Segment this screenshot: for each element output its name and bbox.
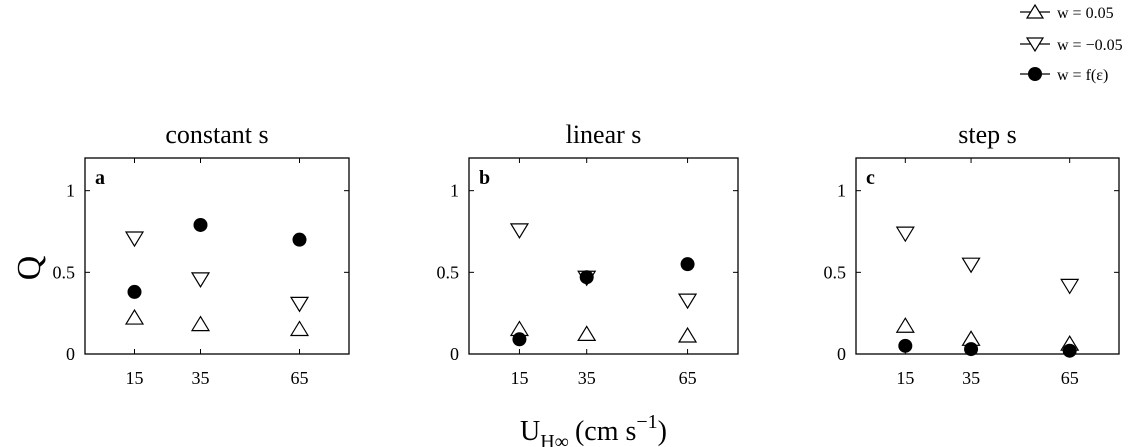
- x-axis-label-main: U: [520, 416, 540, 447]
- legend-label: w = f(ε): [1057, 67, 1108, 84]
- x-axis-label-superscript: −1: [636, 411, 657, 433]
- legend-entry-circle-filled: w = f(ε): [1020, 67, 1108, 84]
- x-tick-label: 15: [510, 368, 528, 388]
- point-circle-filled: [579, 270, 594, 285]
- panel-title: constant s: [165, 120, 268, 149]
- panel-a: constant s a 15 35 65 0 0.5 1: [53, 120, 350, 388]
- y-tick-label: 1: [450, 181, 459, 201]
- point-circle-filled: [898, 338, 913, 353]
- x-tick-label: 35: [962, 368, 980, 388]
- x-tick-label: 65: [679, 368, 697, 388]
- point-triangle-down: [289, 296, 310, 313]
- panel-letter: a: [95, 167, 105, 189]
- x-axis-label-close: ): [658, 416, 667, 447]
- y-tick-label: 0.5: [53, 262, 76, 282]
- legend-entry-triangle-up: w = 0.05: [1020, 3, 1114, 22]
- x-tick-label: 65: [291, 368, 309, 388]
- point-triangle-down: [1060, 278, 1080, 295]
- legend: w = 0.05 w = −0.05 w = f(ε): [1020, 3, 1123, 84]
- x-tick-label: 35: [192, 368, 210, 388]
- y-tick-label: 1: [837, 181, 846, 201]
- point-triangle-up: [577, 325, 597, 341]
- y-tick-label: 0.5: [437, 262, 460, 282]
- point-circle-filled: [292, 232, 307, 247]
- legend-marker-circle-filled: [1028, 67, 1042, 81]
- panel-title: linear s: [566, 120, 642, 149]
- point-triangle-down: [124, 231, 145, 248]
- panels: constant s a 15 35 65 0 0.5 1 linear s b 15 35 65 0 0.…: [53, 120, 1120, 388]
- y-tick-label: 1: [66, 181, 75, 201]
- point-triangle-up: [895, 317, 915, 333]
- plot-frame: [84, 157, 350, 355]
- panel-letter: b: [479, 167, 490, 189]
- panel-c: step s c 15 35 65 0 0.5 1: [824, 120, 1120, 388]
- point-circle-filled: [193, 217, 208, 232]
- point-circle-filled: [680, 257, 695, 272]
- legend-marker-triangle-down: [1025, 37, 1045, 53]
- legend-marker-triangle-up: [1025, 3, 1045, 19]
- point-circle-filled: [964, 342, 979, 357]
- legend-label: w = 0.05: [1057, 5, 1114, 22]
- panel-letter: c: [866, 167, 875, 189]
- point-circle-filled: [127, 284, 142, 299]
- y-tick-label: 0: [66, 344, 75, 364]
- point-triangle-down: [895, 226, 915, 243]
- point-triangle-down: [677, 293, 698, 310]
- x-axis-label-subscript: H∞: [540, 431, 569, 447]
- x-axis-label-unit: (cm s: [575, 416, 636, 447]
- x-tick-label: 35: [578, 368, 596, 388]
- x-axis-label: UH∞ (cm s−1): [520, 411, 667, 447]
- point-circle-filled: [1062, 343, 1077, 358]
- legend-entry-triangle-down: w = −0.05: [1020, 37, 1123, 54]
- plot-frame: [855, 157, 1120, 355]
- panel-b: linear s b 15 35 65 0 0.5 1: [437, 120, 739, 388]
- legend-label: w = −0.05: [1057, 37, 1123, 54]
- x-tick-label: 15: [896, 368, 914, 388]
- point-triangle-down: [961, 257, 981, 274]
- point-triangle-up: [677, 326, 698, 343]
- point-circle-filled: [512, 332, 527, 347]
- point-triangle-down: [509, 223, 530, 240]
- x-tick-label: 15: [126, 368, 144, 388]
- y-tick-label: 0: [837, 344, 846, 364]
- point-triangle-down: [190, 272, 211, 289]
- point-triangle-up: [289, 320, 310, 337]
- x-tick-label: 65: [1061, 368, 1079, 388]
- point-triangle-up: [190, 315, 211, 332]
- point-triangle-up: [124, 308, 145, 325]
- y-tick-label: 0.5: [824, 262, 847, 282]
- panel-title: step s: [958, 120, 1017, 149]
- y-axis-label: Q: [11, 256, 48, 281]
- y-tick-label: 0: [450, 344, 459, 364]
- plot-frame: [468, 157, 739, 355]
